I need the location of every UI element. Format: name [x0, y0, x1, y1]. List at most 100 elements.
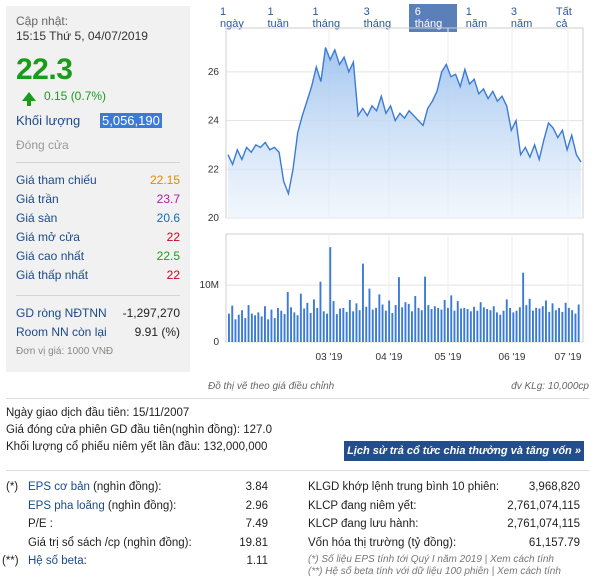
quote-panel: Cập nhật: 15:15 Thứ 5, 04/07/2019 22.3 0…	[6, 6, 190, 372]
volume-bar	[502, 310, 505, 342]
volume-bar	[316, 307, 319, 342]
volume-bar	[460, 308, 462, 342]
stat-ref-price: Giá tham chiếu 22.15	[16, 171, 180, 190]
volume-bar	[528, 298, 531, 342]
volume-bar	[414, 296, 417, 342]
stat-value: 9.91 (%)	[134, 325, 180, 339]
volume-bar	[244, 318, 247, 342]
volume-bar	[358, 310, 361, 342]
price-tick-label: 26	[208, 67, 220, 78]
eps-block: (*) EPS cơ bản (nghìn đồng): 3.84 EPS pha …	[2, 478, 268, 571]
volume-bar	[277, 307, 279, 342]
stat-value: 22	[166, 268, 180, 282]
volume-bar	[558, 307, 560, 342]
chart-footnote-unit: đv KLg: 10,000cp	[511, 381, 589, 392]
price-tick-label: 20	[208, 213, 220, 224]
volume-bar	[545, 300, 547, 342]
volume-bar	[440, 309, 443, 342]
info-label: Khối lượng cổ phiếu niêm yết lần đầu:	[6, 441, 201, 453]
volume-bar	[368, 288, 371, 342]
info-label: Ngày giao dịch đầu tiên:	[6, 407, 130, 419]
eps-label[interactable]: EPS pha loãng	[28, 499, 105, 512]
stat-label: Giá cao nhất	[16, 249, 85, 263]
current-price: 22.3	[16, 53, 73, 86]
tab-all[interactable]: Tất cả	[555, 6, 572, 30]
volume-bar	[247, 305, 250, 342]
eps-mark	[6, 515, 28, 534]
volume-bar	[469, 311, 472, 342]
book-value-row: Giá trị sổ sách /cp (nghìn đồng): 19.81	[6, 534, 268, 553]
volume-bar	[424, 276, 426, 342]
volume-bar	[299, 293, 302, 342]
stat-label: Giá thấp nhất	[16, 268, 89, 282]
volume-bar	[250, 313, 253, 342]
beta-footnote[interactable]: (**) Hệ số beta tính với dữ liệu 100 phi…	[308, 566, 561, 577]
volume-bar	[437, 307, 440, 342]
market-label: KLCP đang niêm yết:	[308, 499, 417, 512]
volume-row: Khối lượng 5,056,190	[16, 113, 180, 128]
market-status: Đóng cửa	[16, 138, 69, 152]
volume-tick-label: 10M	[200, 280, 219, 291]
stat-floor-price: Giá sàn 20.6	[16, 209, 180, 228]
volume-bar	[411, 311, 413, 342]
volume-bar	[273, 318, 276, 342]
price-tick-label: 22	[208, 164, 220, 175]
volume-bar	[443, 299, 446, 342]
tab-3-years[interactable]: 3 năm	[510, 6, 533, 30]
tab-1-day[interactable]: 1 ngày	[220, 6, 244, 30]
tab-1-week[interactable]: 1 tuần	[267, 6, 289, 30]
footnotes: (*) Số liệu EPS tính tới Quý I năm 2019 …	[308, 554, 580, 578]
volume-bar	[456, 301, 459, 342]
eps-label[interactable]: EPS cơ bản	[28, 481, 90, 493]
eps-mark	[6, 497, 28, 516]
volume-bar	[577, 304, 580, 342]
volume-bar	[322, 311, 325, 342]
volume-bar	[394, 305, 397, 342]
x-tick-label: 07 '19	[555, 352, 582, 363]
x-tick-label: 06 '19	[499, 352, 526, 363]
info-label: Giá đóng cửa phiên GD đầu tiên(nghìn đồn…	[6, 424, 241, 436]
eps-footnote[interactable]: (*) Số liệu EPS tính tới Quý I năm 2019 …	[308, 554, 554, 565]
eps-diluted-row: EPS pha loãng (nghìn đồng): 2.96	[6, 497, 268, 516]
market-value: 2,761,074,115	[507, 518, 580, 530]
info-value: 132,000,000	[203, 441, 268, 453]
volume-bar	[303, 308, 306, 342]
volume-bar	[237, 314, 240, 342]
volume-bar	[420, 310, 423, 342]
eps-label[interactable]: Hệ số beta	[28, 555, 84, 567]
change-row: 0.15 (0.7%)	[16, 89, 180, 106]
tab-1-year[interactable]: 1 năm	[465, 6, 488, 30]
eps-unit: (nghìn đồng):	[120, 536, 192, 549]
volume-value: 5,056,190	[100, 113, 162, 128]
volume-bar	[567, 307, 570, 342]
tab-3-months[interactable]: 3 tháng	[363, 6, 392, 30]
volume-bar	[466, 309, 469, 342]
foreign-net-trade: GD ròng NĐTNN -1,297,270	[16, 304, 180, 323]
price-change: 0.15 (0.7%)	[44, 89, 107, 103]
stat-value: 23.7	[156, 192, 180, 206]
volume-bar	[267, 319, 270, 342]
eps-unit: :	[46, 518, 53, 530]
eps-mark	[6, 534, 28, 553]
volume-bar	[355, 303, 358, 342]
volume-bar	[554, 310, 557, 342]
stat-value: 22.5	[156, 249, 180, 263]
volume-bar	[254, 315, 256, 342]
tab-6-months[interactable]: 6 tháng	[408, 4, 457, 32]
divider	[16, 295, 180, 296]
volume-bar	[260, 316, 263, 342]
tab-1-month[interactable]: 1 tháng	[312, 6, 341, 30]
volume-bar	[525, 305, 528, 342]
volume-bar	[309, 313, 312, 342]
arrow-up-icon	[22, 91, 36, 106]
market-value: 2,761,074,115	[507, 499, 580, 512]
volume-y-axis: 10M 0	[200, 280, 220, 348]
volume-tick-label: 0	[213, 337, 219, 348]
price-line	[227, 47, 582, 197]
volume-bar	[348, 299, 351, 342]
volume-bar	[241, 310, 243, 342]
volume-bar	[332, 301, 335, 342]
dividend-history-button[interactable]: Lịch sử trả cổ tức chia thưởng và tăng v…	[344, 441, 584, 461]
info-value: 15/11/2007	[132, 407, 190, 419]
volume-bar	[433, 306, 436, 342]
